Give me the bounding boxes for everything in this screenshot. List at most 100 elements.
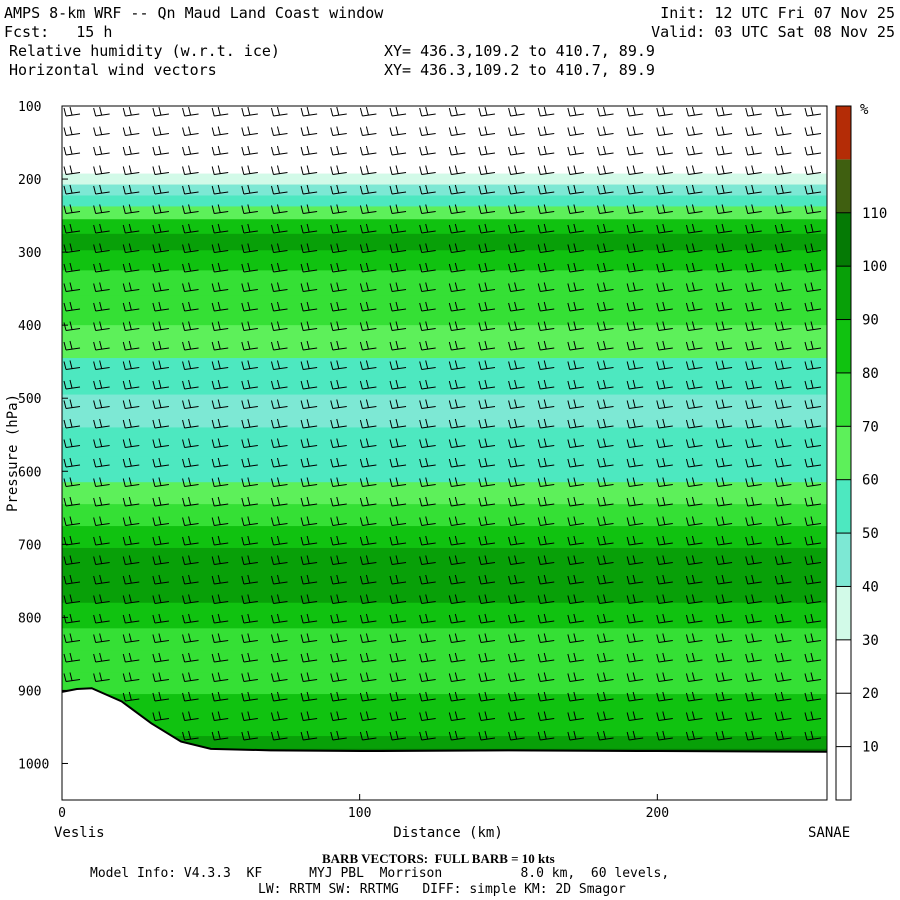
wind-barb (419, 126, 436, 136)
colorbar-label: 20 (862, 686, 879, 702)
rh-band (62, 358, 827, 396)
wind-barb (300, 223, 318, 234)
wind-barb (478, 262, 496, 273)
wind-barb (597, 711, 614, 721)
wind-barb (270, 399, 288, 409)
wind-barb (419, 613, 436, 624)
wind-barb (419, 360, 436, 370)
wind-barb (567, 652, 584, 663)
y-tick-label: 400 (18, 319, 41, 334)
wind-barb (63, 496, 81, 507)
colorbar-label: 100 (862, 259, 887, 275)
y-tick-label: 100 (18, 100, 41, 115)
wind-barb (330, 613, 347, 624)
wind-barb (63, 184, 81, 195)
wind-barb (330, 126, 347, 136)
y-tick-label: 900 (18, 684, 41, 699)
wind-barb (359, 457, 377, 468)
wind-barb (508, 535, 525, 546)
rh-band (62, 547, 827, 575)
wind-barb (93, 652, 110, 663)
wind-barb (122, 223, 140, 234)
wind-barb (211, 340, 229, 351)
wind-barb (715, 379, 733, 390)
wind-barb (537, 126, 555, 136)
wind-barb (804, 126, 822, 136)
wind-barb (359, 672, 377, 682)
wind-barb (597, 477, 614, 487)
wind-barb (567, 691, 584, 702)
rh-band (62, 650, 827, 673)
wind-barb (626, 282, 644, 292)
wind-barb (567, 613, 584, 624)
wind-barb (656, 340, 673, 351)
rh-band (62, 206, 827, 220)
wind-barb (537, 633, 555, 643)
wind-barb (389, 652, 407, 663)
wind-barb (152, 262, 169, 273)
wind-barb (745, 379, 762, 390)
wind-barb (567, 633, 584, 643)
wind-barb (508, 243, 525, 253)
wind-barb (715, 165, 733, 175)
wind-barb (419, 282, 436, 292)
wind-barb (656, 126, 673, 136)
wind-barb (804, 321, 822, 331)
wind-barb (478, 438, 496, 448)
wind-barb (389, 165, 407, 175)
wind-barb (804, 691, 822, 702)
wind-barb (626, 340, 644, 351)
wind-barb (804, 106, 822, 117)
wind-barb (211, 711, 229, 721)
wind-barb (448, 301, 466, 312)
wind-barb (122, 574, 140, 585)
wind-barb (93, 321, 110, 331)
wind-barb (122, 594, 140, 604)
wind-barb (270, 360, 288, 370)
wind-barb (804, 262, 822, 273)
wind-barb (478, 399, 496, 409)
wind-barb (122, 672, 140, 682)
wind-barb (745, 477, 762, 487)
wind-barb (685, 223, 703, 234)
wind-barb (270, 223, 288, 234)
wind-barb (537, 340, 555, 351)
wind-barb (715, 184, 733, 195)
wind-barb (93, 145, 110, 156)
wind-barb (152, 379, 169, 390)
wind-barb (774, 360, 792, 370)
wind-barb (774, 223, 792, 234)
wind-barb (211, 379, 229, 390)
wind-barb (508, 496, 525, 507)
wind-barb (626, 457, 644, 468)
wind-barb (745, 418, 762, 429)
wind-barb (685, 321, 703, 331)
wind-barb (300, 652, 318, 663)
wind-barb (359, 535, 377, 546)
wind-barb (597, 301, 614, 312)
wind-barb (745, 516, 762, 526)
wind-barb (685, 516, 703, 526)
wind-barb (122, 340, 140, 351)
wind-barb (211, 477, 229, 487)
wind-barb (182, 457, 199, 468)
wind-barb (804, 633, 822, 643)
wind-barb (63, 633, 81, 643)
wind-barb (270, 555, 288, 565)
wind-barb (63, 438, 81, 448)
wind-barb (93, 457, 110, 468)
wind-barb (804, 574, 822, 585)
wind-barb (63, 106, 81, 117)
colorbar-swatch (836, 586, 851, 640)
wind-barb (774, 691, 792, 702)
wind-barb (804, 243, 822, 253)
wind-barb (389, 457, 407, 468)
wind-barb (448, 516, 466, 526)
field-label-rh: Relative humidity (w.r.t. ice) (9, 42, 280, 60)
rh-band (62, 482, 827, 505)
wind-barb (300, 145, 318, 156)
wind-barb (300, 379, 318, 390)
wind-barb (63, 243, 81, 253)
rh-band (62, 526, 827, 549)
wind-barb (656, 165, 673, 175)
